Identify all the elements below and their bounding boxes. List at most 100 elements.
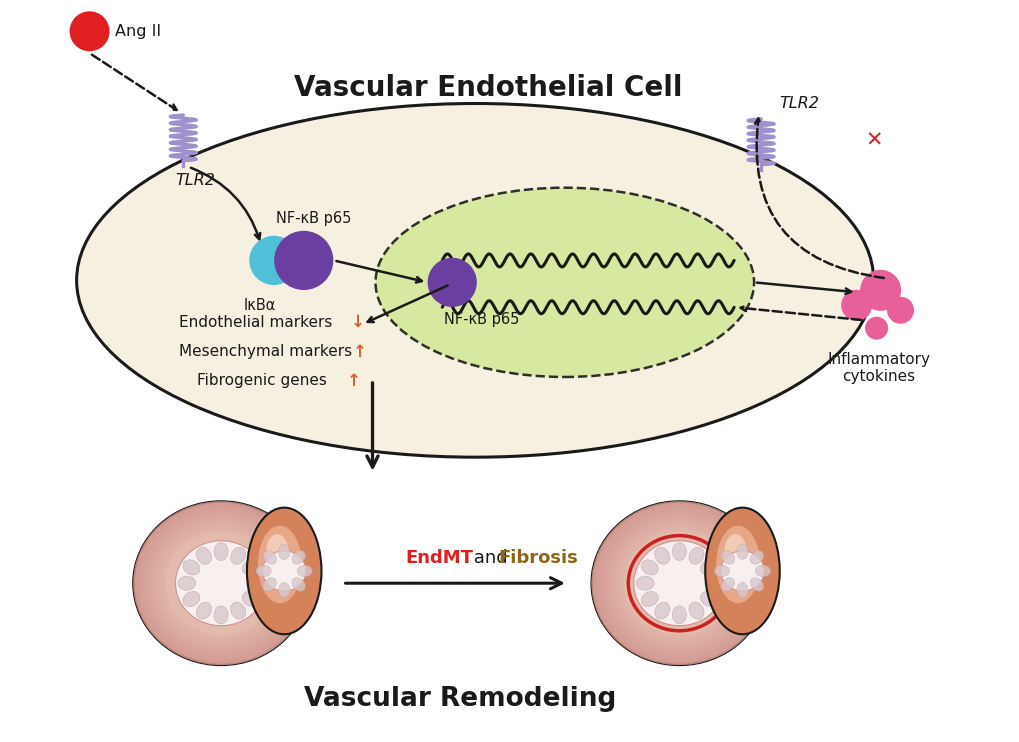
- Text: NF-κB p65: NF-κB p65: [444, 312, 520, 327]
- Ellipse shape: [157, 524, 284, 643]
- Text: Vascular Endothelial Cell: Vascular Endothelial Cell: [293, 74, 682, 102]
- Text: ↓: ↓: [351, 313, 364, 331]
- Ellipse shape: [750, 551, 763, 564]
- Ellipse shape: [247, 508, 321, 634]
- Ellipse shape: [145, 512, 298, 654]
- Ellipse shape: [197, 548, 211, 564]
- Ellipse shape: [595, 505, 762, 661]
- Text: TLR2: TLR2: [779, 96, 818, 111]
- Circle shape: [428, 258, 476, 306]
- Ellipse shape: [159, 525, 282, 641]
- Ellipse shape: [598, 508, 759, 658]
- Text: Ang II: Ang II: [115, 24, 161, 39]
- Ellipse shape: [165, 531, 277, 636]
- Ellipse shape: [636, 577, 653, 590]
- Ellipse shape: [613, 522, 744, 644]
- Ellipse shape: [263, 551, 276, 564]
- Ellipse shape: [641, 591, 657, 607]
- Text: ✕: ✕: [864, 131, 881, 151]
- Ellipse shape: [755, 565, 770, 577]
- Ellipse shape: [654, 603, 669, 619]
- Ellipse shape: [230, 603, 246, 619]
- Ellipse shape: [623, 531, 735, 636]
- Ellipse shape: [736, 544, 748, 559]
- Ellipse shape: [230, 548, 246, 564]
- Ellipse shape: [161, 528, 280, 639]
- Ellipse shape: [148, 515, 293, 651]
- Ellipse shape: [688, 603, 703, 619]
- Text: TLR2: TLR2: [175, 173, 215, 188]
- Circle shape: [860, 270, 900, 310]
- Ellipse shape: [700, 559, 716, 575]
- Text: IκBα: IκBα: [244, 298, 276, 313]
- Ellipse shape: [723, 534, 746, 567]
- Ellipse shape: [720, 551, 763, 591]
- Ellipse shape: [704, 508, 779, 634]
- Ellipse shape: [615, 524, 742, 643]
- Ellipse shape: [591, 502, 766, 665]
- Ellipse shape: [247, 577, 264, 590]
- Ellipse shape: [256, 565, 271, 577]
- Text: Fibrosis: Fibrosis: [497, 549, 577, 568]
- Ellipse shape: [137, 505, 305, 661]
- Ellipse shape: [641, 559, 657, 575]
- Ellipse shape: [133, 502, 309, 665]
- Ellipse shape: [214, 606, 228, 624]
- Ellipse shape: [611, 520, 746, 646]
- Text: Inflammatory
cytokines: Inflammatory cytokines: [826, 352, 929, 384]
- Circle shape: [70, 13, 108, 50]
- Ellipse shape: [143, 510, 300, 656]
- Ellipse shape: [604, 513, 753, 653]
- Ellipse shape: [720, 551, 734, 564]
- Circle shape: [274, 232, 332, 289]
- Ellipse shape: [147, 513, 296, 653]
- Ellipse shape: [150, 517, 291, 649]
- Text: ↑: ↑: [346, 372, 360, 390]
- Ellipse shape: [214, 542, 228, 560]
- Ellipse shape: [700, 591, 716, 607]
- Ellipse shape: [633, 541, 725, 626]
- Ellipse shape: [713, 565, 729, 577]
- Ellipse shape: [600, 510, 757, 656]
- Ellipse shape: [278, 544, 289, 559]
- Ellipse shape: [197, 603, 211, 619]
- Ellipse shape: [139, 507, 303, 660]
- Ellipse shape: [291, 551, 305, 564]
- Circle shape: [250, 237, 298, 284]
- Text: Endothelial markers: Endothelial markers: [179, 315, 332, 329]
- Ellipse shape: [242, 559, 259, 575]
- Ellipse shape: [375, 188, 753, 377]
- Ellipse shape: [266, 534, 288, 567]
- Text: Vascular Remodeling: Vascular Remodeling: [304, 686, 615, 712]
- Ellipse shape: [602, 512, 755, 654]
- Text: EndMT: EndMT: [405, 549, 473, 568]
- Circle shape: [887, 298, 913, 324]
- Ellipse shape: [654, 548, 669, 564]
- Ellipse shape: [297, 565, 312, 577]
- Ellipse shape: [291, 578, 305, 591]
- Text: and: and: [468, 549, 513, 568]
- Text: NF-κB p65: NF-κB p65: [276, 211, 352, 226]
- Ellipse shape: [278, 582, 289, 598]
- Ellipse shape: [704, 577, 721, 590]
- Ellipse shape: [672, 542, 686, 560]
- Ellipse shape: [182, 559, 200, 575]
- Circle shape: [865, 317, 887, 339]
- Ellipse shape: [262, 551, 306, 591]
- Ellipse shape: [621, 529, 737, 637]
- Ellipse shape: [163, 529, 279, 637]
- Ellipse shape: [672, 606, 686, 624]
- Ellipse shape: [616, 525, 741, 641]
- Ellipse shape: [177, 577, 196, 590]
- Ellipse shape: [154, 520, 288, 646]
- Text: ↑: ↑: [353, 343, 366, 361]
- Ellipse shape: [258, 525, 302, 603]
- Ellipse shape: [619, 528, 739, 639]
- Ellipse shape: [597, 507, 761, 660]
- Ellipse shape: [591, 502, 766, 665]
- Ellipse shape: [152, 519, 290, 648]
- Ellipse shape: [750, 578, 763, 591]
- Ellipse shape: [175, 541, 266, 626]
- Ellipse shape: [606, 515, 751, 651]
- Ellipse shape: [156, 522, 286, 644]
